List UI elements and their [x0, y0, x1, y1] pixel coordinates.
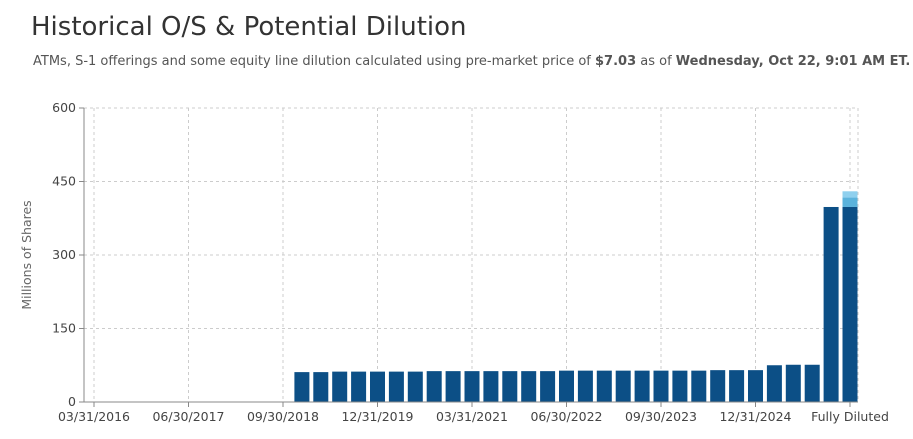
bar-outstanding[interactable]	[691, 370, 707, 402]
bar-outstanding[interactable]	[615, 370, 631, 402]
bar-outstanding[interactable]	[502, 371, 518, 402]
x-tick-label: 09/30/2023	[625, 409, 697, 424]
bar-outstanding[interactable]	[710, 370, 726, 402]
bar-outstanding[interactable]	[596, 370, 612, 402]
y-tick-label: 150	[52, 321, 76, 336]
y-tick-label: 450	[52, 174, 76, 189]
bar-outstanding[interactable]	[559, 370, 574, 402]
bar-outstanding[interactable]	[407, 371, 423, 402]
y-tick-label: 0	[68, 394, 76, 409]
bar-outstanding[interactable]	[313, 372, 329, 402]
bar-outstanding[interactable]	[388, 371, 404, 402]
x-tick-label: 12/31/2019	[341, 409, 413, 424]
bar-outstanding[interactable]	[370, 371, 385, 402]
y-tick-label: 600	[52, 100, 76, 115]
bar-outstanding[interactable]	[464, 371, 480, 402]
x-tick-label: 12/31/2024	[719, 409, 791, 424]
bar-outstanding[interactable]	[577, 370, 593, 402]
x-tick-label: Fully Diluted	[811, 409, 889, 424]
x-tick-label: 03/31/2021	[436, 409, 508, 424]
bar-dilution-upper	[842, 191, 858, 198]
bar-outstanding[interactable]	[672, 370, 688, 402]
bar-outstanding[interactable]	[766, 365, 782, 402]
chart-subtitle: ATMs, S-1 offerings and some equity line…	[33, 54, 910, 69]
subtitle-prefix: ATMs, S-1 offerings and some equity line…	[33, 54, 595, 69]
bar-outstanding[interactable]	[842, 206, 858, 402]
bar-outstanding[interactable]	[351, 371, 367, 402]
bar-dilution[interactable]	[842, 191, 858, 207]
grid-lines	[84, 107, 859, 402]
chart-title: Historical O/S & Potential Dilution	[31, 12, 467, 42]
as-of-date: Wednesday, Oct 22, 9:01 AM ET.	[675, 54, 911, 69]
x-tick-label: 09/30/2018	[247, 409, 319, 424]
bar-outstanding[interactable]	[653, 370, 669, 402]
x-tick-label: 06/30/2017	[152, 409, 224, 424]
bar-outstanding[interactable]	[785, 364, 801, 402]
bar-outstanding[interactable]	[748, 370, 763, 402]
bar-outstanding[interactable]	[521, 371, 537, 402]
premarket-price: $7.03	[595, 54, 637, 69]
bar-dilution-lower	[842, 197, 858, 207]
bars	[294, 191, 858, 402]
x-tick-label: 03/31/2016	[58, 409, 130, 424]
bar-outstanding[interactable]	[729, 370, 745, 402]
bar-outstanding[interactable]	[540, 371, 556, 402]
bar-outstanding[interactable]	[426, 371, 442, 402]
bar-outstanding[interactable]	[804, 364, 820, 402]
y-axis-title: Millions of Shares	[19, 200, 34, 309]
bar-outstanding[interactable]	[483, 371, 499, 402]
bar-outstanding[interactable]	[445, 371, 461, 402]
bar-outstanding[interactable]	[332, 371, 348, 402]
bar-outstanding[interactable]	[634, 370, 650, 402]
x-tick-label: 06/30/2022	[530, 409, 602, 424]
axes: 0 150 300 450 600 03/31/2016 06/30/2017 09/30/2…	[52, 100, 889, 424]
subtitle-mid: as of	[636, 54, 676, 69]
bar-outstanding[interactable]	[823, 206, 839, 402]
bar-outstanding[interactable]	[294, 372, 310, 402]
y-tick-label: 300	[52, 247, 76, 262]
